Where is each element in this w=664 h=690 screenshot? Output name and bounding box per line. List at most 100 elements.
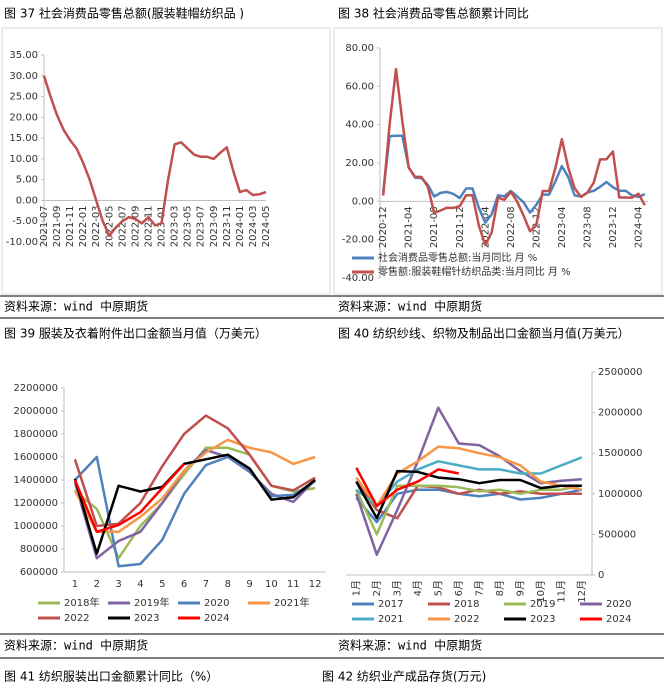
x-tick-label: 1月 — [350, 580, 362, 596]
chart-title: 图 37 社会消费品零售总额(服装鞋帽纺织品 ) — [4, 6, 244, 21]
chart-title: 图 40 纺织纱线、织物及制品出口金额当月值(万美元） — [338, 326, 630, 341]
y-tick-label: -40.00 — [342, 273, 374, 284]
x-tick-label: 2020-12 — [378, 206, 389, 248]
x-tick-label: 2022-11 — [143, 205, 154, 247]
x-tick-label: 2021-12 — [455, 206, 466, 248]
y-tick-label: 5.00 — [16, 175, 38, 186]
x-tick-label: 2 — [94, 579, 100, 590]
series-line — [355, 467, 460, 508]
legend-label: 2020 — [204, 598, 229, 609]
y-tick-label: 20.00 — [345, 158, 374, 169]
series-line — [42, 75, 267, 238]
x-tick-label: 5月 — [432, 580, 444, 596]
y-tick-label: 0 — [598, 570, 604, 581]
chart-title: 图 38 社会消费品零售总额累计同比 — [338, 6, 529, 21]
x-tick-label: 1 — [72, 579, 78, 590]
x-tick-label: 4 — [137, 579, 143, 590]
y-tick-label: 2500000 — [598, 367, 643, 378]
legend-label: 2017 — [378, 599, 403, 610]
x-tick-label: 2024-05 — [261, 205, 272, 247]
legend-label: 2023 — [530, 614, 555, 625]
x-tick-label: 2022-03 — [91, 205, 102, 247]
series-line — [73, 453, 316, 555]
source: 资料来源：wind 中原期货 — [4, 638, 148, 653]
y-tick-label: 60.00 — [345, 81, 374, 92]
y-tick-label: -10.00 — [6, 237, 38, 248]
y-tick-label: 1600000 — [13, 452, 58, 463]
legend-label: 2024 — [606, 614, 631, 625]
x-tick-label: 6月 — [453, 580, 465, 596]
series-line — [73, 438, 316, 534]
y-tick-label: 600000 — [20, 567, 58, 578]
legend-label: 零售额:服装鞋帽针纺织品类:当月同比 月 % — [378, 265, 571, 278]
y-tick-label: 1500000 — [598, 448, 643, 459]
x-tick-label: 2021-08 — [429, 206, 440, 248]
series-line — [355, 456, 583, 508]
x-tick-label: 2021-09 — [52, 205, 63, 247]
x-tick-label: 8 — [225, 579, 231, 590]
legend-label: 2022 — [64, 613, 89, 624]
x-tick-label: 2024-01 — [235, 205, 246, 247]
x-tick-label: 2023-09 — [209, 205, 220, 247]
x-tick-label: 2022-07 — [117, 205, 128, 247]
legend-label: 2018年 — [64, 596, 99, 609]
x-tick-label: 9 — [246, 579, 252, 590]
legend-label: 2023 — [134, 613, 159, 624]
x-tick-label: 2023-08 — [582, 206, 593, 248]
legend-label: 2019年 — [134, 596, 169, 609]
x-tick-label: 2022-05 — [104, 205, 115, 247]
legend-label: 2024 — [204, 613, 229, 624]
series-line — [74, 446, 316, 560]
frame — [333, 27, 663, 295]
legend-label: 2021年 — [274, 596, 309, 609]
x-tick-label: 2023-04 — [557, 206, 568, 248]
y-tick-label: 500000 — [598, 529, 636, 540]
y-tick-label: -5.00 — [12, 216, 38, 227]
x-tick-label: 12 — [309, 579, 322, 590]
x-tick-label: 7月 — [473, 580, 485, 596]
series-line — [73, 463, 186, 534]
y-tick-label: 1000000 — [598, 489, 643, 500]
y-tick-label: 10.00 — [9, 154, 38, 165]
y-tick-label: 2000000 — [13, 406, 58, 417]
x-tick-label: 10月 — [535, 580, 547, 603]
x-tick-label: 7 — [203, 579, 209, 590]
x-tick-label: 2023-03 — [170, 205, 181, 247]
y-tick-label: 0.00 — [16, 195, 38, 206]
legend-label: 2018 — [454, 599, 479, 610]
y-tick-label: 20.00 — [9, 112, 38, 123]
caption: 图 41 纺织服装出口金额累计同比（%） — [4, 669, 218, 684]
y-tick-label: 1800000 — [13, 429, 58, 440]
y-tick-label: 1000000 — [13, 521, 58, 532]
x-tick-label: 2024-04 — [633, 206, 644, 248]
x-tick-label: 4月 — [412, 580, 424, 596]
x-tick-label: 2021-07 — [39, 205, 50, 247]
legend-label: 2021 — [378, 614, 403, 625]
y-tick-label: 800000 — [20, 544, 58, 555]
series-line — [73, 414, 316, 528]
y-tick-label: 25.00 — [9, 92, 38, 103]
y-tick-label: 15.00 — [9, 133, 38, 144]
y-tick-label: -20.00 — [342, 235, 374, 246]
x-tick-label: 2022-12 — [531, 206, 542, 248]
x-tick-label: 3月 — [391, 580, 403, 596]
y-tick-label: 40.00 — [345, 120, 374, 131]
x-tick-label: 2022-01 — [78, 205, 89, 247]
y-tick-label: 30.00 — [9, 71, 38, 82]
x-tick-label: 9月 — [514, 580, 526, 596]
x-tick-label: 11 — [287, 579, 300, 590]
x-tick-label: 10 — [265, 579, 278, 590]
source: 资料来源：wind 中原期货 — [338, 299, 482, 314]
x-tick-label: 2023-12 — [608, 206, 619, 248]
x-tick-label: 2022-08 — [506, 206, 517, 248]
x-tick-label: 2022-09 — [130, 205, 141, 247]
x-tick-label: 11月 — [555, 580, 567, 603]
x-tick-label: 12月 — [576, 580, 588, 603]
x-tick-label: 8月 — [494, 580, 506, 596]
legend-label: 2019 — [530, 599, 555, 610]
y-tick-label: 0.00 — [352, 196, 374, 207]
legend-label: 2020 — [606, 599, 631, 610]
x-tick-label: 2023-07 — [196, 205, 207, 247]
x-tick-label: 2月 — [371, 580, 383, 596]
